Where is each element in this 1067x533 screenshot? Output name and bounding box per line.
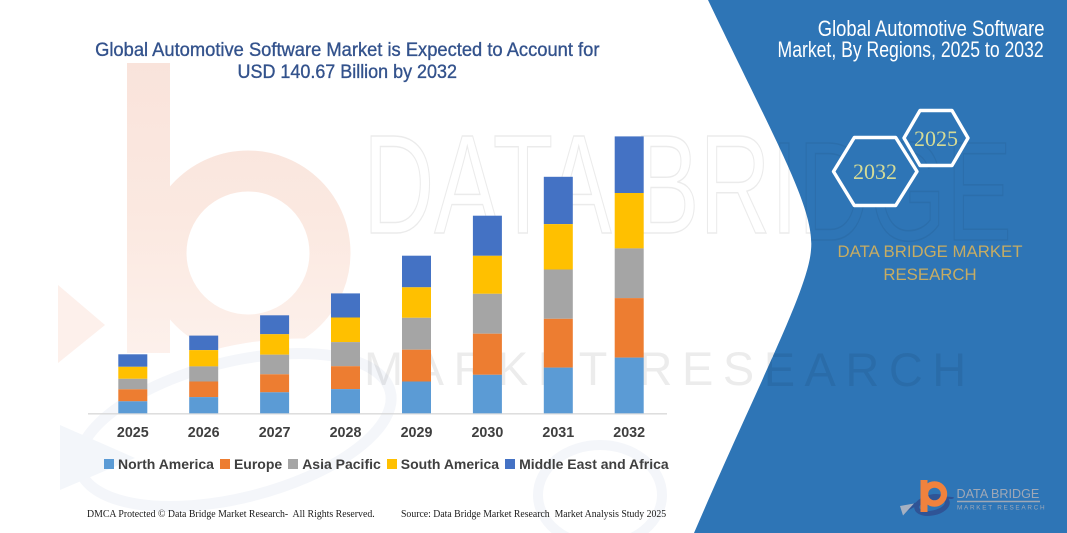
svg-text:MARKET RESEARCH: MARKET RESEARCH: [957, 505, 1046, 512]
svg-text:DATA BRIDGE: DATA BRIDGE: [957, 487, 1040, 501]
svg-text:2032: 2032: [853, 159, 897, 184]
svg-text:2025: 2025: [914, 126, 958, 151]
